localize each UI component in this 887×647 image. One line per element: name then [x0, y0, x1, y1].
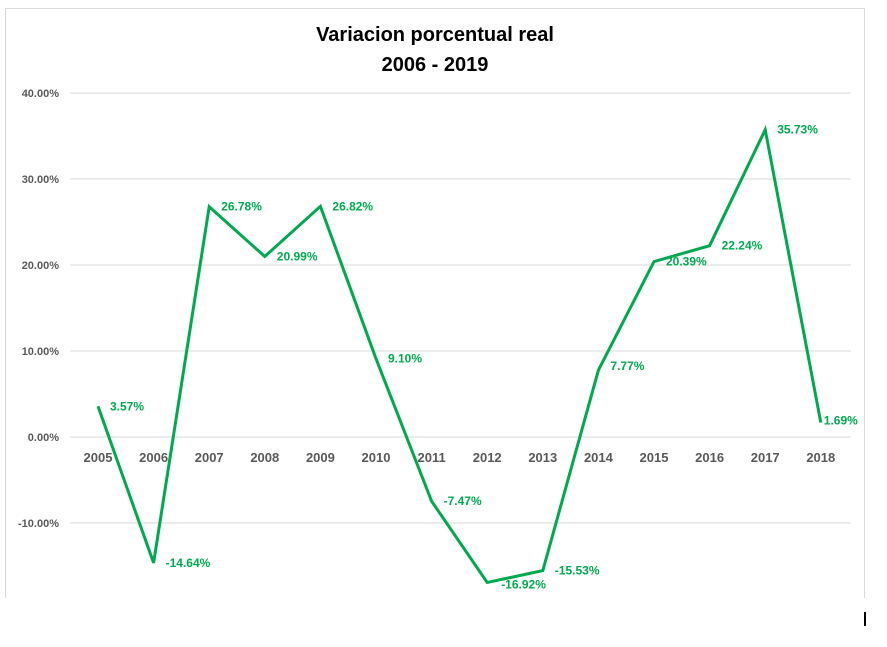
y-tick-label: 40.00% — [22, 88, 60, 100]
data-label: -16.92% — [501, 578, 546, 592]
data-label: 26.82% — [332, 199, 373, 213]
data-label: 7.77% — [610, 359, 644, 373]
x-tick-label: 2012 — [473, 450, 502, 465]
data-label: 26.78% — [221, 200, 262, 214]
chart-frame — [5, 8, 865, 598]
data-label: -15.53% — [555, 564, 600, 578]
data-label: 3.57% — [110, 399, 144, 413]
series-line — [96, 124, 823, 585]
y-tick-label: 20.00% — [22, 260, 60, 272]
y-axis-ticks: 40.00% 30.00% 20.00% 10.00% 0.00% -10.00% — [18, 88, 59, 530]
data-labels: 3.57% -14.64% 26.78% 20.99% 26.82% 9.10% -7.47… — [110, 123, 858, 592]
x-tick-label: 2014 — [584, 450, 614, 465]
x-axis-ticks: 2005 2006 2007 2008 2009 2010 2011 2012 2013 2014… — [84, 450, 836, 465]
text-cursor — [864, 612, 866, 626]
data-label: 20.39% — [666, 255, 707, 269]
x-tick-label: 2017 — [751, 450, 780, 465]
data-label: -7.47% — [444, 494, 482, 508]
data-label: -14.64% — [166, 556, 211, 570]
x-tick-label: 2005 — [84, 450, 113, 465]
x-tick-label: 2006 — [139, 450, 168, 465]
x-tick-label: 2009 — [306, 450, 335, 465]
data-label: 20.99% — [277, 249, 318, 263]
x-tick-label: 2010 — [362, 450, 391, 465]
gridlines — [70, 92, 851, 524]
x-tick-label: 2007 — [195, 450, 224, 465]
x-tick-label: 2018 — [806, 450, 835, 465]
x-tick-label: 2016 — [695, 450, 724, 465]
data-label: 22.24% — [722, 239, 763, 253]
x-tick-label: 2011 — [417, 450, 445, 465]
data-label: 1.69% — [824, 413, 858, 427]
x-tick-label: 2015 — [640, 450, 669, 465]
chart-title-line-1: Variacion porcentual real — [316, 24, 554, 46]
y-tick-label: 10.00% — [22, 346, 60, 358]
series — [96, 124, 823, 585]
data-label: 9.10% — [388, 352, 422, 366]
y-tick-label: 0.00% — [28, 432, 59, 444]
y-tick-label: 30.00% — [22, 174, 60, 186]
x-tick-label: 2013 — [528, 450, 557, 465]
y-tick-label: -10.00% — [18, 518, 59, 530]
data-label: 35.73% — [777, 123, 818, 137]
chart-title-line-2: 2006 - 2019 — [382, 54, 489, 76]
chart-title: Variacion porcentual real 2006 - 2019 — [316, 24, 554, 76]
x-tick-label: 2008 — [250, 450, 279, 465]
